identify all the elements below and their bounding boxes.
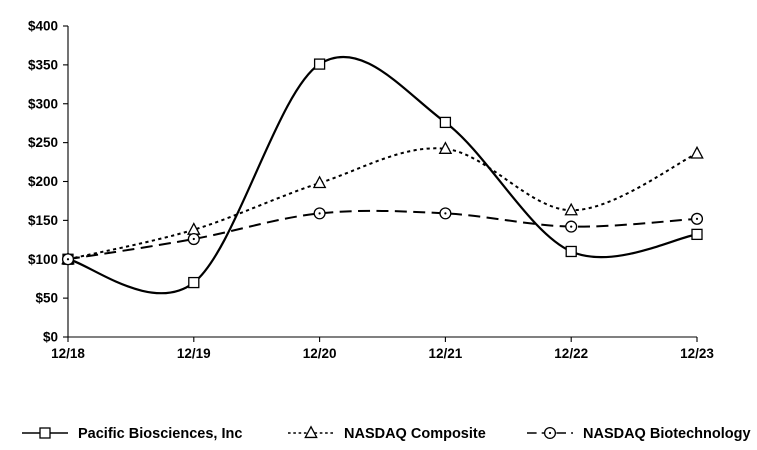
data-point-marker: [312, 175, 327, 189]
legend-item-2[interactable]: NASDAQ Biotechnology: [527, 426, 751, 442]
y-tick-label: $50: [35, 291, 58, 306]
series-0: [62, 55, 703, 295]
legend-label: NASDAQ Composite: [344, 426, 486, 442]
data-point-marker: [690, 145, 704, 159]
y-tick-label: $150: [28, 213, 58, 228]
x-tick-label: 12/22: [554, 346, 588, 361]
x-tick-label: 12/18: [51, 346, 85, 361]
x-tick-label: 12/19: [177, 346, 211, 361]
x-tick-label: 12/23: [680, 346, 714, 361]
chart-legend: Pacific Biosciences, Inc NASDAQ Composite…: [22, 425, 751, 442]
y-tick-label: $100: [28, 252, 58, 267]
legend-label: Pacific Biosciences, Inc: [78, 426, 242, 442]
y-axis-ticks: $0 $50 $100 $150 $200 $250 $300 $350 $400: [28, 19, 68, 345]
legend-item-1[interactable]: NASDAQ Composite: [288, 425, 486, 442]
data-point-marker: [439, 207, 452, 220]
legend-marker-square: [39, 427, 51, 439]
data-point-marker: [565, 245, 577, 258]
data-point-marker: [61, 253, 75, 266]
legend-label: NASDAQ Biotechnology: [583, 426, 751, 442]
data-point-marker: [439, 116, 452, 129]
y-tick-label: $300: [28, 96, 58, 111]
series-line-1: [67, 147, 698, 261]
series-plot-area: [61, 55, 704, 295]
x-axis-group: 12/18 12/19 12/20 12/21 12/22 12/23: [51, 336, 714, 361]
legend-marker-circle: [543, 426, 557, 440]
y-tick-label: $200: [28, 174, 58, 189]
data-point-marker: [564, 202, 578, 216]
legend-marker-triangle: [304, 425, 318, 439]
data-point-marker: [690, 212, 704, 225]
data-point-marker: [565, 220, 578, 233]
x-tick-label: 12/20: [303, 346, 337, 361]
data-point-marker: [313, 58, 326, 70]
series-line-0: [67, 55, 698, 295]
data-point-marker: [188, 276, 200, 289]
data-point-marker: [691, 228, 703, 241]
data-point-marker: [438, 141, 453, 154]
legend-item-0[interactable]: Pacific Biosciences, Inc: [22, 426, 242, 442]
x-axis-ticks: 12/18 12/19 12/20 12/21 12/22 12/23: [51, 337, 714, 361]
data-point-marker: [187, 232, 200, 246]
y-tick-label: $250: [28, 135, 58, 150]
y-tick-label: $400: [28, 19, 58, 34]
series-1: [61, 141, 704, 265]
y-tick-label: $350: [28, 57, 58, 72]
y-tick-label: $0: [43, 330, 58, 345]
series-line-2: [67, 209, 698, 261]
x-tick-label: 12/21: [429, 346, 463, 361]
y-axis-group: $0 $50 $100 $150 $200 $250 $300 $350 $400: [28, 19, 69, 345]
data-point-marker: [313, 207, 326, 220]
series-2: [61, 207, 704, 266]
